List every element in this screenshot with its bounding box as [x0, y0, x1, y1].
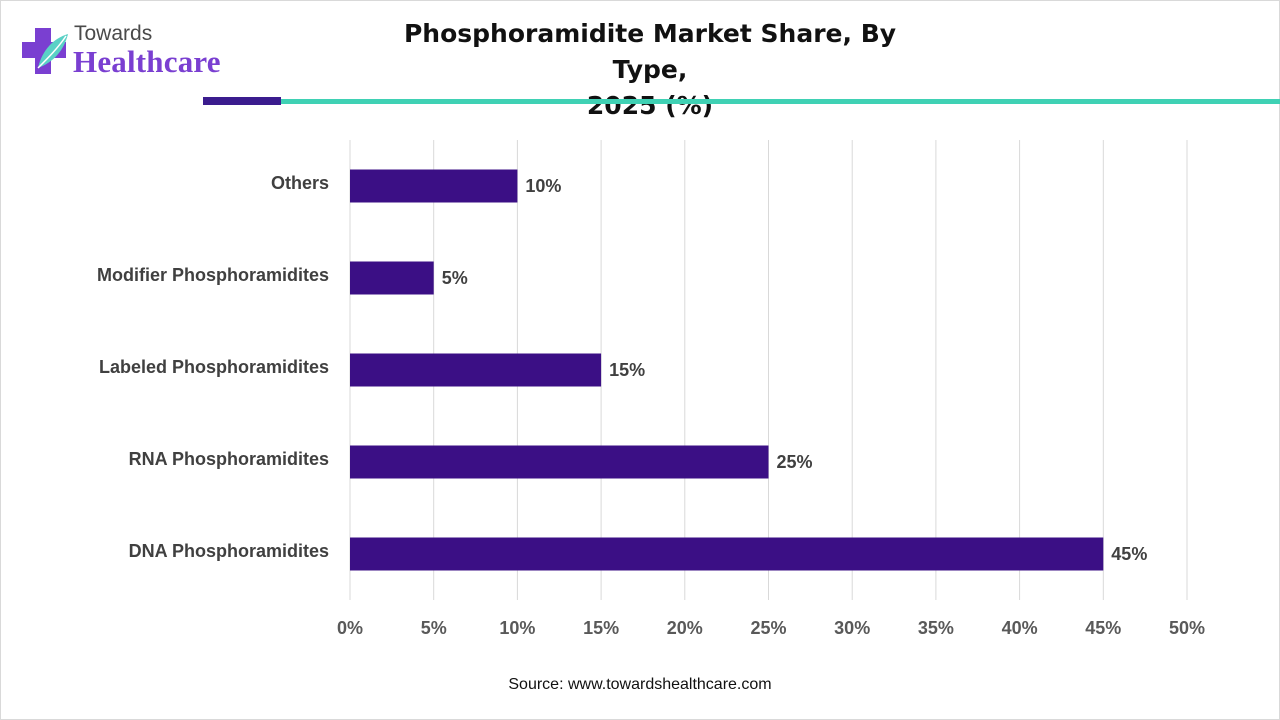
- category-label: Others: [271, 173, 329, 193]
- chart-title: Phosphoramidite Market Share, By Type, 2…: [380, 16, 920, 124]
- health-cross-icon: [22, 28, 68, 74]
- x-tick-label: 10%: [499, 618, 535, 638]
- x-tick-label: 30%: [834, 618, 870, 638]
- bar: [350, 537, 1104, 571]
- category-label: DNA Phosphoramidites: [129, 541, 329, 561]
- x-tick-label: 35%: [918, 618, 954, 638]
- x-tick-label: 50%: [1169, 618, 1205, 638]
- brand-word-towards: Towards: [74, 22, 153, 45]
- data-label: 5%: [442, 268, 468, 288]
- source-note: Source: www.towardshealthcare.com: [508, 676, 772, 693]
- x-tick-label: 45%: [1085, 618, 1121, 638]
- data-label: 15%: [609, 360, 645, 380]
- x-tick-label: 20%: [667, 618, 703, 638]
- category-label: Modifier Phosphoramidites: [97, 265, 329, 285]
- x-tick-label: 5%: [421, 618, 447, 638]
- x-tick-label: 25%: [750, 618, 786, 638]
- x-tick-label: 0%: [337, 618, 363, 638]
- x-tick-label: 40%: [1002, 618, 1038, 638]
- brand-logo: Towards Healthcare: [20, 20, 260, 86]
- data-label: 25%: [777, 452, 813, 472]
- bar: [350, 261, 434, 295]
- bar: [350, 169, 518, 203]
- brand-word-healthcare: Healthcare: [73, 44, 221, 79]
- chart-title-line-1: Phosphoramidite Market Share, By Type,: [403, 19, 897, 84]
- chart-title-line-2: 2025 (%): [586, 91, 714, 120]
- bar: [350, 445, 769, 479]
- bar: [350, 353, 602, 387]
- header-accent-bar: [203, 97, 281, 105]
- category-label: Labeled Phosphoramidites: [99, 357, 329, 377]
- header-rule: [281, 99, 1280, 104]
- data-label: 45%: [1111, 544, 1147, 564]
- x-tick-label: 15%: [583, 618, 619, 638]
- category-label: RNA Phosphoramidites: [129, 449, 329, 469]
- data-label: 10%: [525, 176, 561, 196]
